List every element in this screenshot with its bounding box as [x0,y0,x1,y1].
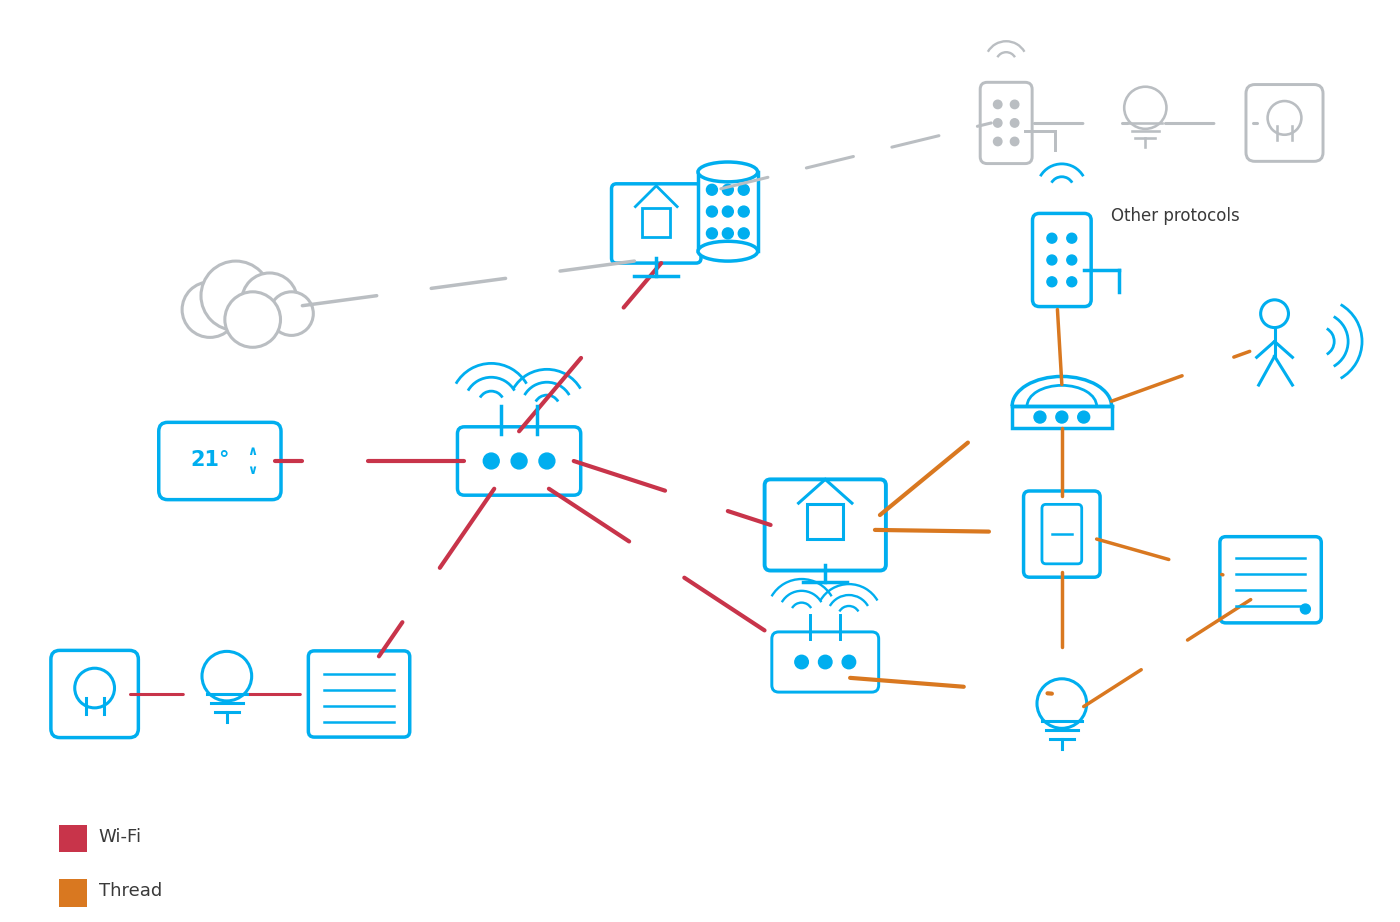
Circle shape [1047,277,1057,287]
Circle shape [1067,255,1077,265]
FancyBboxPatch shape [612,183,701,263]
Circle shape [738,228,749,239]
Circle shape [225,291,280,348]
FancyBboxPatch shape [458,427,581,495]
Circle shape [270,291,314,336]
FancyBboxPatch shape [308,651,410,737]
FancyBboxPatch shape [1246,85,1323,161]
Circle shape [722,228,734,239]
Circle shape [1047,255,1057,265]
Circle shape [1067,277,1077,287]
FancyBboxPatch shape [980,82,1032,163]
FancyBboxPatch shape [1033,213,1091,307]
Ellipse shape [699,162,757,182]
Circle shape [819,656,832,668]
Circle shape [994,119,1002,127]
Text: Thread: Thread [98,882,162,900]
Circle shape [242,273,297,328]
Circle shape [182,282,238,337]
Circle shape [707,228,717,239]
FancyBboxPatch shape [158,422,281,500]
Circle shape [707,184,717,195]
Circle shape [1056,411,1068,423]
Text: ∨: ∨ [246,465,256,478]
FancyBboxPatch shape [771,632,879,692]
Text: Wi-Fi: Wi-Fi [98,828,141,845]
Circle shape [1067,233,1077,243]
Circle shape [1301,604,1310,614]
Text: ∧: ∧ [246,444,256,457]
FancyBboxPatch shape [1042,504,1082,564]
FancyBboxPatch shape [1219,537,1322,623]
Circle shape [738,207,749,217]
Circle shape [795,656,808,668]
FancyBboxPatch shape [50,650,139,738]
Circle shape [1011,119,1019,127]
Circle shape [722,184,734,195]
Ellipse shape [699,242,757,261]
Circle shape [722,207,734,217]
Bar [59,880,87,907]
Circle shape [1047,233,1057,243]
FancyBboxPatch shape [764,479,886,571]
Circle shape [1011,100,1019,109]
Circle shape [511,453,526,469]
Circle shape [1035,411,1046,423]
Bar [59,824,87,853]
FancyBboxPatch shape [1023,491,1100,577]
Circle shape [483,453,500,469]
Text: 21°: 21° [190,450,230,470]
Text: Other protocols: Other protocols [1110,207,1239,225]
Circle shape [539,453,554,469]
Bar [699,171,757,251]
Circle shape [994,137,1002,146]
Circle shape [1011,137,1019,146]
Circle shape [1078,411,1089,423]
Bar [1012,407,1112,428]
Circle shape [738,184,749,195]
Circle shape [994,100,1002,109]
Circle shape [843,656,855,668]
Circle shape [202,261,270,330]
Circle shape [707,207,717,217]
